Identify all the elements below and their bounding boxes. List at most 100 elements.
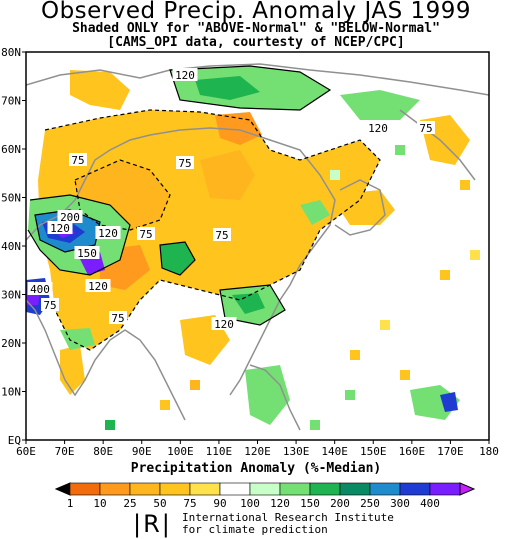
lon-label: 80E [93, 445, 113, 458]
legend-tick-label: 400 [420, 497, 440, 510]
legend-swatch [69, 482, 101, 496]
contour-label-bg [172, 68, 198, 81]
lat-label: 70N [1, 95, 21, 108]
lat-label: EQ [8, 434, 21, 447]
contour-label-bg [211, 317, 237, 330]
above-normal-area [60, 328, 95, 350]
lat-label: 30N [1, 289, 21, 302]
contour-label: 120 [98, 227, 118, 240]
lon-label: 120E [244, 445, 271, 458]
above-normal-area [245, 365, 290, 425]
data-source-note: [CAMS_OPI data, courtesty of NCEP/CPC] [107, 35, 405, 50]
legend-tick-label: 1 [67, 497, 74, 510]
above-normal-core [440, 392, 458, 412]
lat-label: 20N [1, 337, 21, 350]
coastlines [26, 63, 489, 431]
contour-label: 150 [77, 247, 97, 260]
color-legend: 1 10 25 50 75 90 100 120 150 200 250 300 400 [54, 482, 476, 510]
legend-tick-label: 300 [390, 497, 410, 510]
contour-label-bg [176, 156, 194, 169]
contour-label-bg [47, 221, 73, 234]
legend-swatch [369, 482, 401, 496]
contour-label-bg [95, 226, 121, 239]
contour-label-bg [27, 282, 53, 295]
lon-label: 150E [360, 445, 387, 458]
lon-label: 90E [132, 445, 152, 458]
legend-swatch [279, 482, 311, 496]
coastline [249, 364, 301, 431]
contour-label: 400 [30, 283, 50, 296]
lon-label: 100E [167, 445, 194, 458]
above-normal-contour [27, 194, 131, 276]
grid-box [190, 380, 200, 390]
legend-tick-label: 75 [183, 497, 196, 510]
legend-tick-label: 10 [93, 497, 106, 510]
lon-label: 110E [206, 445, 233, 458]
contour-label-bg [109, 311, 127, 324]
contour-label-bg [69, 153, 87, 166]
legend-tick-label: 25 [123, 497, 136, 510]
anomaly-shading [26, 66, 480, 430]
lat-label: 80N [1, 46, 21, 59]
contour-label: 75 [43, 299, 56, 312]
axis-labels: 60E 70E 80E 90E 100E 110E 120E 130E 140E 150E 160E… [1, 46, 499, 458]
above-normal-contour [169, 65, 332, 111]
legend-swatch [189, 482, 221, 496]
contour-label: 120 [50, 222, 70, 235]
contour-label: 75 [71, 154, 84, 167]
coastline [26, 127, 336, 396]
lon-label: 140E [321, 445, 348, 458]
lon-label: 160E [399, 445, 426, 458]
grid-box [380, 320, 390, 330]
grid-box [330, 170, 340, 180]
lat-label: 40N [1, 240, 21, 253]
contour-label-bg [417, 121, 435, 134]
legend-tick-label: 100 [240, 497, 260, 510]
contour-label: 75 [111, 312, 124, 325]
contour-label: 120 [175, 69, 195, 82]
contour-label: 75 [419, 122, 432, 135]
lon-label: 70E [55, 445, 75, 458]
lat-label: 60N [1, 143, 21, 156]
below-normal-core [215, 112, 262, 145]
grid-box [310, 420, 320, 430]
coastline [334, 179, 386, 236]
below-normal-core [200, 150, 255, 200]
above-normal-core [160, 242, 195, 275]
contour-label-bg [41, 298, 59, 311]
contour-label: 200 [60, 211, 80, 224]
grid-box [160, 400, 170, 410]
lon-label: 170E [437, 445, 464, 458]
below-normal-area [70, 70, 130, 110]
contour-label-bg [137, 227, 155, 240]
legend-tick-label: 200 [330, 497, 350, 510]
contour-label-bg [57, 210, 83, 223]
contour-label: 120 [214, 318, 234, 331]
below-normal-contour [74, 159, 171, 231]
above-normal-area [300, 200, 330, 225]
legend-swatch [159, 482, 191, 496]
contour-label-bg [74, 246, 100, 259]
contour-label-bg [85, 279, 111, 292]
legend-tick-label: 120 [270, 497, 290, 510]
lon-label: 180 [479, 445, 499, 458]
contour-label-bg [213, 228, 231, 241]
legend-arrow-high [459, 482, 476, 496]
grid-box [400, 370, 410, 380]
lat-label: 10N [1, 386, 21, 399]
above-normal-core [195, 76, 260, 100]
contour-label: 75 [178, 157, 191, 170]
legend-swatch [129, 482, 161, 496]
legend-swatch [219, 482, 251, 496]
legend-tick-label: 50 [153, 497, 166, 510]
legend-swatch [99, 482, 131, 496]
organization-name: International Research Institute for cli… [182, 512, 394, 536]
grid-box [470, 250, 480, 260]
legend-swatch [399, 482, 431, 496]
grid-box [105, 420, 115, 430]
grid-box [395, 145, 405, 155]
contours [27, 65, 381, 351]
legend-tick-label: 150 [300, 497, 320, 510]
legend-swatch [309, 482, 341, 496]
